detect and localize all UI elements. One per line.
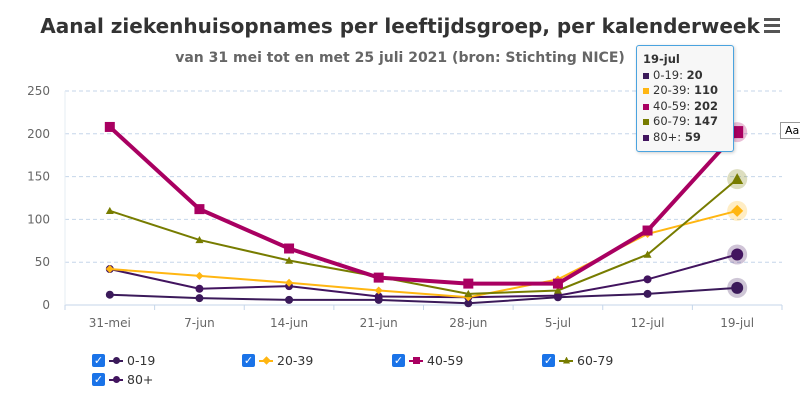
data-point	[195, 294, 204, 303]
data-point	[731, 173, 744, 184]
legend-item-60-79[interactable]: ✓ 60-79	[542, 353, 613, 368]
tooltip-row: 80+: 59	[643, 130, 727, 146]
series-color-icon	[643, 134, 649, 141]
data-point	[643, 250, 652, 258]
data-point	[285, 256, 294, 264]
square-marker-icon	[409, 356, 423, 364]
series-line-80+	[109, 253, 738, 299]
chart-title: Aanal ziekenhuisopnames per leeftijdsgro…	[40, 14, 760, 38]
legend-label: 0-19	[127, 353, 156, 368]
tooltip-label: 40-59:	[653, 98, 694, 113]
data-point	[105, 290, 114, 299]
legend-label: 20-39	[277, 353, 314, 368]
checkbox-checked-icon[interactable]: ✓	[92, 354, 105, 367]
x-tick-label: 5-jul	[545, 316, 571, 330]
x-tick-label: 19-jul	[720, 316, 754, 330]
tooltip-row: 20-39: 110	[643, 83, 727, 99]
series-color-icon	[643, 88, 649, 94]
side-label: Aa	[780, 122, 800, 139]
data-point	[104, 121, 115, 132]
data-point	[731, 281, 744, 294]
tooltip-value: 147	[693, 114, 718, 128]
data-point	[553, 286, 562, 294]
data-point	[195, 235, 204, 244]
tooltip-row: 0-19: 20	[643, 68, 727, 84]
circle-marker-icon	[109, 356, 123, 364]
x-tick-label: 28-jun	[449, 316, 487, 330]
data-point	[463, 278, 474, 289]
data-point	[731, 248, 744, 261]
tooltip-label: 60-79:	[653, 114, 694, 128]
x-tick-label: 21-jun	[360, 316, 398, 330]
y-tick-label: 200	[27, 127, 50, 141]
data-point	[731, 126, 744, 139]
data-point	[105, 206, 114, 215]
checkbox-checked-icon[interactable]: ✓	[542, 354, 555, 367]
y-tick-label: 0	[42, 298, 50, 312]
data-point	[643, 275, 652, 284]
tooltip-label: 0-19:	[653, 67, 687, 82]
series-color-icon	[643, 72, 649, 79]
data-point	[464, 289, 473, 298]
hamburger-icon[interactable]	[764, 18, 780, 36]
data-point	[285, 295, 294, 304]
legend-label: 60-79	[577, 353, 614, 368]
tooltip-value: 110	[693, 83, 718, 97]
data-point	[552, 278, 563, 289]
data-point	[195, 284, 204, 293]
legend-label: 40-59	[427, 353, 464, 368]
tooltip-header: 19-jul	[643, 52, 680, 66]
data-point	[374, 292, 383, 301]
data-point	[731, 204, 744, 217]
series-line-40-59	[108, 125, 739, 286]
x-tick-label: 12-jul	[631, 316, 665, 330]
series-color-icon	[643, 103, 649, 110]
tooltip-row: 60-79: 147	[643, 114, 727, 130]
legend-item-40-59[interactable]: ✓ 40-59	[392, 353, 463, 368]
y-tick-label: 100	[27, 212, 50, 226]
data-point	[643, 289, 652, 298]
tooltip: 19-jul 0-19: 20 20-39: 110 40-59: 202 60-79…	[636, 45, 734, 152]
y-tick-label: 250	[27, 84, 50, 98]
y-tick-label: 150	[27, 170, 50, 184]
data-point	[195, 271, 204, 280]
series-line-0-19	[109, 286, 738, 305]
data-point	[284, 243, 295, 254]
y-tick-label: 50	[35, 255, 50, 269]
x-tick-label: 14-jun	[270, 316, 308, 330]
checkbox-checked-icon[interactable]: ✓	[92, 373, 105, 386]
circle-marker-icon	[109, 375, 123, 383]
data-point	[285, 278, 294, 287]
checkbox-checked-icon[interactable]: ✓	[242, 354, 255, 367]
data-point	[373, 272, 384, 283]
legend-label: 80+	[127, 372, 154, 387]
tooltip-row: 40-59: 202	[643, 99, 727, 115]
tooltip-value: 20	[686, 67, 703, 82]
data-point	[642, 225, 653, 236]
tooltip-value: 59	[684, 129, 701, 144]
data-point	[374, 286, 383, 295]
tooltip-label: 80+:	[653, 129, 685, 144]
tooltip-label: 20-39:	[653, 83, 694, 97]
series-color-icon	[643, 119, 649, 125]
data-point	[105, 265, 114, 274]
x-tick-label: 7-jun	[184, 316, 215, 330]
tooltip-value: 202	[693, 98, 718, 113]
x-tick-label: 31-mei	[89, 316, 131, 330]
data-point	[464, 299, 473, 308]
series-line-60-79	[109, 178, 738, 295]
checkbox-checked-icon[interactable]: ✓	[392, 354, 405, 367]
legend-item-0-19[interactable]: ✓ 0-19	[92, 353, 155, 368]
legend-item-80+[interactable]: ✓ 80+	[92, 372, 153, 387]
legend-item-20-39[interactable]: ✓ 20-39	[242, 353, 313, 368]
triangle-marker-icon	[559, 356, 573, 364]
diamond-marker-icon	[259, 355, 273, 365]
data-point	[194, 204, 205, 215]
chart-subtitle: van 31 mei tot en met 25 juli 2021 (bron…	[175, 50, 625, 66]
